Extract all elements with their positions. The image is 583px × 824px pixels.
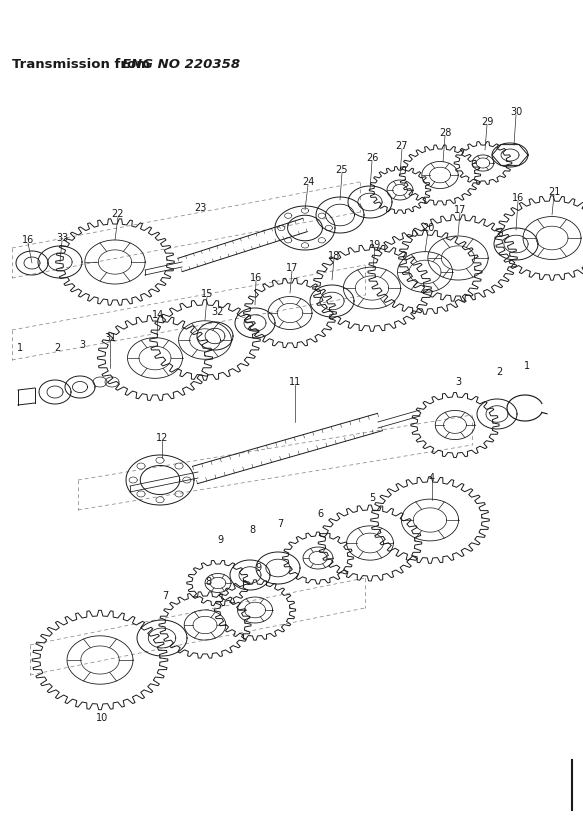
- Text: 6: 6: [317, 509, 323, 519]
- Text: 27: 27: [396, 141, 408, 151]
- Text: 19: 19: [369, 240, 381, 250]
- Text: 31: 31: [104, 333, 116, 343]
- Text: 17: 17: [286, 263, 298, 273]
- Text: 8: 8: [249, 525, 255, 535]
- Text: 33: 33: [56, 233, 68, 243]
- Text: 29: 29: [481, 117, 493, 127]
- Text: 18: 18: [328, 251, 340, 261]
- Text: 11: 11: [289, 377, 301, 387]
- Text: 10: 10: [96, 713, 108, 723]
- Text: 25: 25: [336, 165, 348, 175]
- Text: 16: 16: [250, 273, 262, 283]
- Text: 21: 21: [548, 187, 560, 197]
- Text: Transmission from: Transmission from: [12, 58, 154, 71]
- Text: 20: 20: [422, 223, 434, 233]
- Text: 23: 23: [194, 203, 206, 213]
- Text: 5: 5: [369, 493, 375, 503]
- Text: 7: 7: [162, 591, 168, 601]
- Text: 3: 3: [79, 340, 85, 350]
- Text: 24: 24: [302, 177, 314, 187]
- Text: 16: 16: [512, 193, 524, 203]
- Text: 15: 15: [201, 289, 213, 299]
- Text: 2: 2: [54, 343, 60, 353]
- Text: 16: 16: [22, 235, 34, 245]
- Text: 32: 32: [212, 307, 224, 317]
- Text: 2: 2: [496, 367, 502, 377]
- Text: 22: 22: [112, 209, 124, 219]
- Text: 1: 1: [17, 343, 23, 353]
- Text: 12: 12: [156, 433, 168, 443]
- Text: 17: 17: [454, 205, 466, 215]
- Text: 28: 28: [439, 128, 451, 138]
- Text: 9: 9: [217, 535, 223, 545]
- Text: 3: 3: [455, 377, 461, 387]
- Text: 30: 30: [510, 107, 522, 117]
- Text: 8: 8: [205, 577, 211, 587]
- Text: 9: 9: [255, 563, 261, 573]
- Text: 1: 1: [524, 361, 530, 371]
- Text: 14: 14: [152, 310, 164, 320]
- Text: 26: 26: [366, 153, 378, 163]
- Text: 7: 7: [277, 519, 283, 529]
- Text: 4: 4: [429, 473, 435, 483]
- Text: ENG NO 220358: ENG NO 220358: [122, 58, 240, 71]
